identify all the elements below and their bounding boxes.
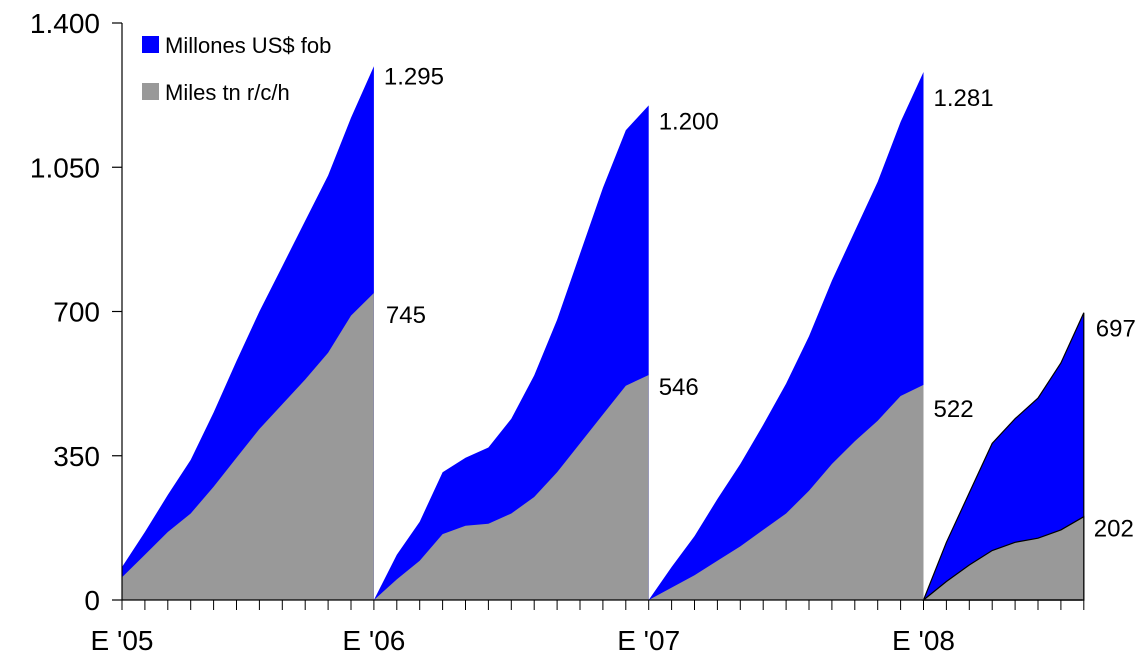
legend-label-tn: Miles tn r/c/h: [165, 80, 290, 105]
area-tn-3: [921, 515, 1085, 601]
y-tick-label: 350: [53, 441, 100, 472]
area-layer: [122, 66, 1085, 601]
end-label-usd: 1.295: [384, 63, 444, 90]
legend-label-usd: Millones US$ fob: [165, 33, 331, 58]
x-category-label: E '07: [617, 625, 680, 656]
y-tick-label: 0: [84, 585, 100, 616]
end-label-tn: 202: [1094, 516, 1134, 543]
end-label-tn: 745: [386, 302, 426, 329]
area-tn-0: [122, 293, 374, 600]
y-tick-group: 0 350 700 1.050 1.400: [30, 8, 122, 616]
y-tick-label: 700: [53, 297, 100, 328]
end-label-tn: 546: [659, 374, 699, 401]
x-tick-group: [121, 600, 1085, 610]
y-tick-label: 1.050: [30, 152, 100, 183]
area-tn-1: [373, 375, 649, 600]
area-usd-3: [922, 312, 1085, 601]
end-label-usd: 697: [1096, 316, 1136, 343]
data-label-group: 1.295 745 1.200 546 1.281 522 697 202: [384, 63, 1136, 542]
x-label-group: E '05 E '06 E '07 E '08: [91, 625, 955, 656]
end-label-usd: 1.200: [659, 108, 719, 135]
x-category-label: E '06: [342, 625, 405, 656]
area-tn-2: [648, 384, 924, 600]
end-label-usd: 1.281: [934, 85, 994, 112]
legend-swatch-usd: [142, 36, 159, 53]
x-category-label: E '08: [892, 625, 955, 656]
x-category-label: E '05: [91, 625, 154, 656]
y-tick-label: 1.400: [30, 8, 100, 39]
legend: Millones US$ fob Miles tn r/c/h: [142, 33, 331, 105]
end-label-tn: 522: [934, 396, 974, 423]
legend-swatch-tn: [142, 83, 159, 100]
